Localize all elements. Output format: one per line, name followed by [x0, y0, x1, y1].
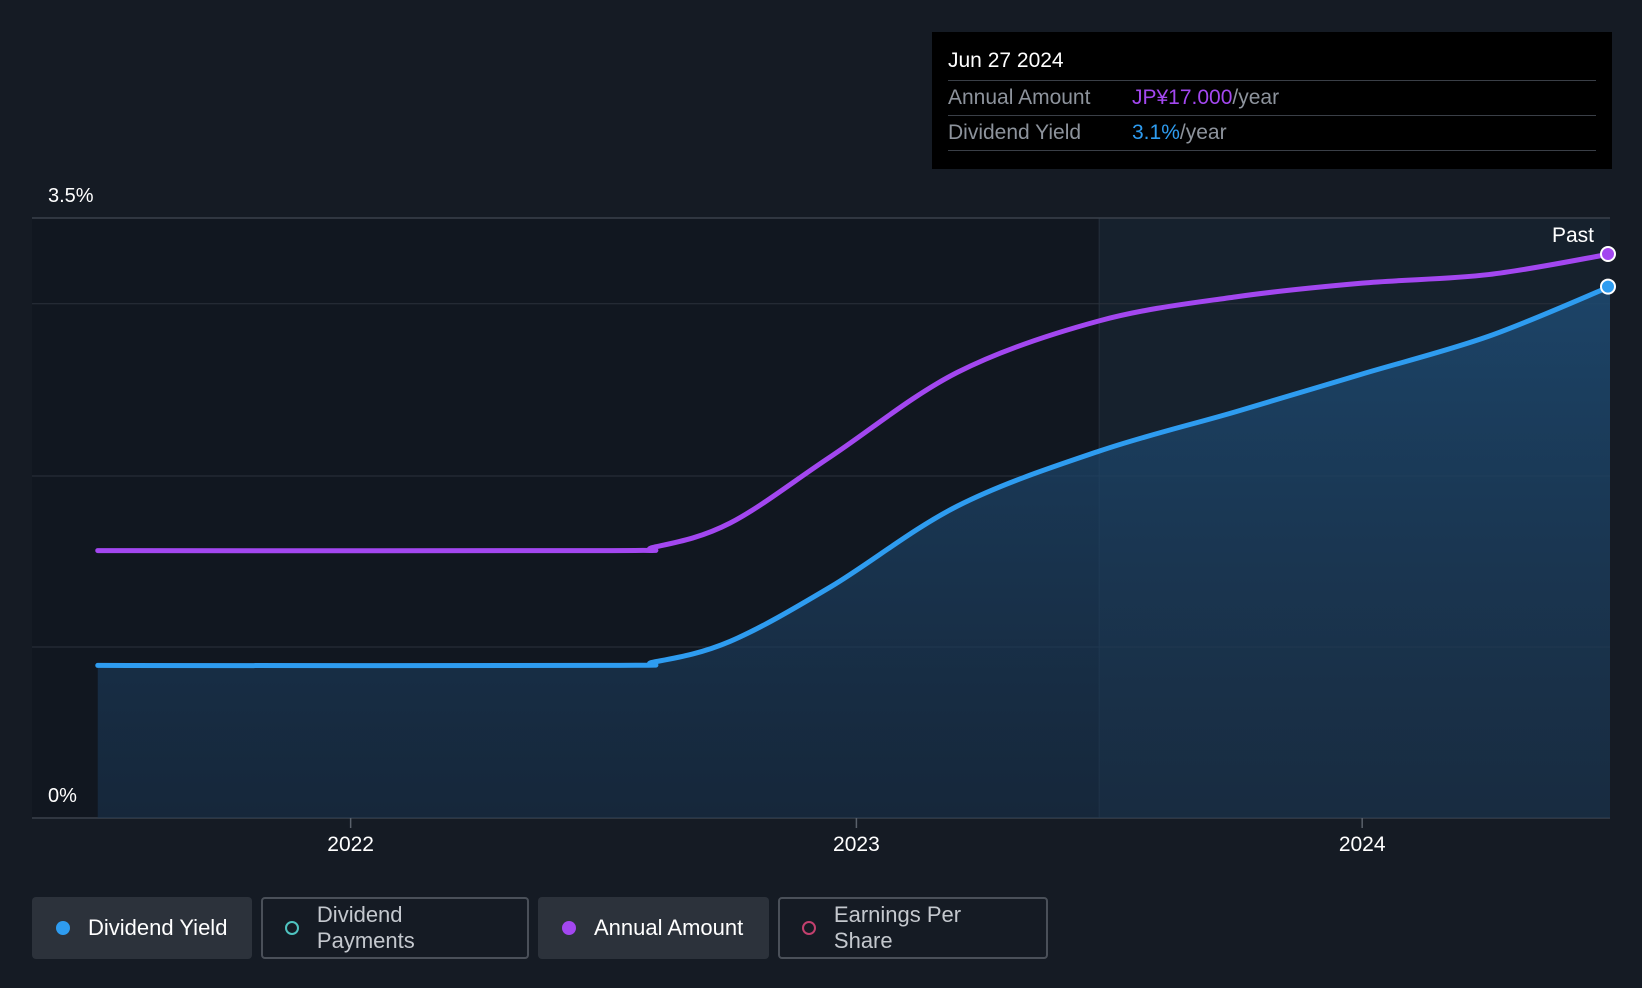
tooltip-annual-label: Annual Amount	[948, 86, 1091, 109]
dividend-yield-line	[95, 284, 1613, 669]
annual-amount-end-point	[1600, 246, 1616, 262]
tooltip-yield-unit: /year	[1179, 121, 1227, 144]
dividend-yield-area	[97, 286, 1610, 819]
x-tick-label: 2022	[327, 833, 374, 856]
tooltip-annual-unit: /year	[1232, 86, 1280, 109]
legend-dividend-yield-label: Dividend Yield	[88, 915, 228, 940]
legend-dividend-yield-button[interactable]: Dividend Yield	[32, 897, 252, 959]
dividend-chart: 3.5% 0% 2022 2023 2024 Past	[32, 185, 1616, 856]
legend-dividend-payments-dot-icon	[285, 921, 299, 935]
legend-earnings-per-share-dot-icon	[802, 921, 816, 935]
tooltip-yield-label: Dividend Yield	[948, 121, 1082, 144]
legend-annual-amount-dot-icon	[562, 921, 576, 935]
y-tick-label-bottom: 0%	[48, 785, 77, 807]
legend-dividend-payments-label: Dividend Payments	[316, 902, 415, 953]
tooltip-annual-value: JP¥17.000	[1132, 86, 1233, 109]
legend-annual-amount-label: Annual Amount	[594, 915, 744, 940]
past-label: Past	[1552, 224, 1594, 247]
tooltip-row-dividend-yield: Dividend Yield 3.1% /year	[948, 116, 1596, 151]
legend-dividend-yield-dot-icon	[56, 921, 70, 935]
dividend-yield-end-point	[1600, 278, 1616, 295]
legend-dividend-payments-button[interactable]: Dividend Payments	[261, 897, 529, 959]
x-tick-label: 2023	[833, 833, 880, 856]
chart-tooltip: Jun 27 2024 Annual Amount JP¥17.000 /yea…	[932, 32, 1612, 169]
x-tick-label: 2024	[1339, 833, 1386, 856]
tooltip-row-annual-amount: Annual Amount JP¥17.000 /year	[948, 81, 1596, 116]
tooltip-yield-value: 3.1%	[1132, 121, 1180, 144]
y-tick-label-top: 3.5%	[48, 185, 94, 207]
tooltip-date: Jun 27 2024	[948, 46, 1596, 81]
legend-annual-amount-button[interactable]: Annual Amount	[538, 897, 769, 959]
chart-legend: Dividend Yield Dividend Payments Annual …	[32, 897, 1048, 959]
annual-amount-line	[95, 251, 1613, 554]
legend-earnings-per-share-button[interactable]: Earnings Per Share	[778, 897, 1048, 959]
legend-earnings-per-share-label: Earnings Per Share	[833, 902, 962, 953]
